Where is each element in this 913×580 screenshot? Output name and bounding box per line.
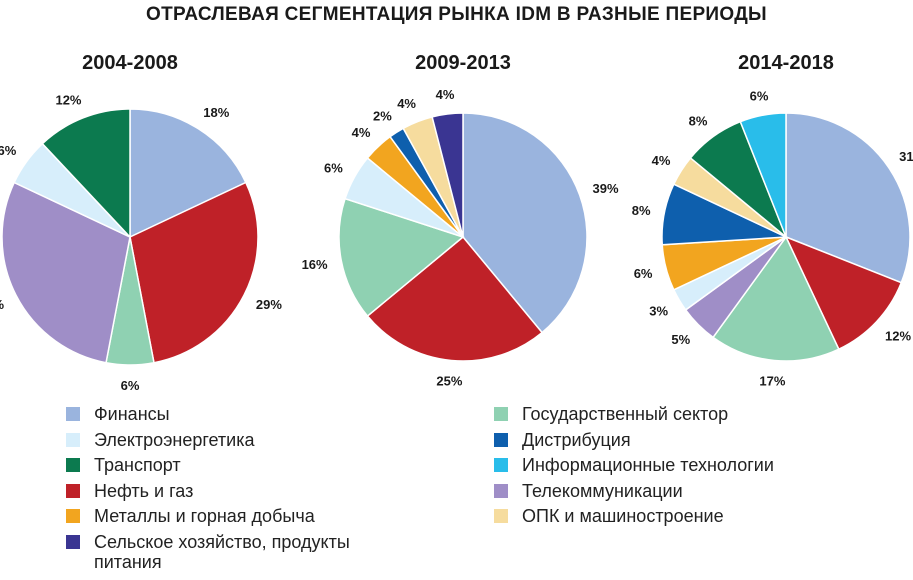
pie-chart-2-title: 2009-2013 [415,52,511,74]
legend-label: Финансы [94,404,170,424]
pie-data-label: 29% [256,297,282,312]
legend-swatch [494,432,508,447]
legend-swatch [66,534,80,549]
legend-swatch [66,407,80,421]
pie-slice-finance [129,108,247,239]
legend-swatch [494,407,508,421]
legend-label: Дистрибуция [522,429,631,450]
pie-data-label: 6% [324,161,343,176]
legend-right: Государственный сектор Дистрибуция Информа… [494,404,774,532]
legend-label: Государственный сектор [522,404,729,424]
pie-data-label: 17% [759,373,785,388]
legend-label: Сельское хозяйство, продукты питания [94,531,350,572]
pie-data-label: 16% [302,257,328,272]
pie-slice-transport [41,108,131,239]
legend-item-metals: Металлы и горная добыча [66,506,354,532]
pie-slice-oilgas [129,181,259,364]
legend-swatch [66,483,80,498]
pie-slice-finance [785,112,911,284]
pie-data-label: 29% [0,297,5,312]
legend-swatch [66,458,80,472]
pie-data-label: 6% [634,266,653,281]
pie-slice-agro [431,112,464,238]
pie-chart-3-title: 2014-2018 [738,52,834,74]
pie-chart-1: 2004-2008 18% 29% 6% 29% 6% 12% [0,52,282,393]
legend-item-distrib: Дистрибуция [494,430,774,456]
legend-item-telecom: Телекоммуникации [494,481,774,507]
pie-data-label: 2% [373,108,392,123]
pie-data-label: 12% [55,92,81,107]
pie-slice-oilgas [784,235,903,351]
pie-data-label: 6% [121,378,140,393]
legend-swatch [66,432,80,447]
pie-data-label: 4% [397,96,416,111]
pie-data-label: 39% [593,181,619,196]
pie-charts-area: 2004-2008 18% 29% 6% 29% 6% 12% 2009-2013 39% 25%… [0,52,913,393]
legend-label: Металлы и горная добыча [94,506,315,526]
pie-chart-3: 2014-2018 31% 12% 17% 5%3% 6% 8% 4% 8% 6% [632,52,913,388]
pie-slice-telecom [1,181,131,364]
legend-item-energy: Электроэнергетика [66,430,354,456]
pie-data-label: 12% [885,329,911,344]
legend-item-gov: Государственный сектор [494,404,774,430]
pie-data-label: 6% [750,89,769,104]
legend-item-defense: ОПК и машиностроение [494,506,774,532]
pie-data-label: 8% [689,114,708,129]
legend-label: ОПК и машиностроение [522,506,724,526]
legend-label: Транспорт [94,455,181,475]
legend-swatch [494,458,508,472]
pie-data-label: 4% [436,87,455,102]
legend-item-agro: Сельское хозяйство, продукты питания [66,532,354,580]
pie-data-label: 18% [203,105,229,120]
pie-chart-1-title: 2004-2008 [82,52,178,74]
legend-swatch [494,483,508,498]
legend-item-finance: Финансы [66,404,354,430]
pie-data-label: 25% [436,373,462,388]
pie-data-label: 6% [0,143,17,158]
legend-swatch [494,509,508,523]
pie-slice-gov [712,235,840,362]
pie-data-label: 8% [632,203,651,218]
pie-slice-it [739,112,787,238]
legend-item-transport: Транспорт [66,455,354,481]
pie-data-label: 31% [899,149,913,164]
pie-data-label: 4% [652,153,671,168]
legend-swatch [66,509,80,523]
chart-main-title: ОТРАСЛЕВАЯ СЕГМЕНТАЦИЯ РЫНКА IDM В РАЗНЫ… [146,4,767,25]
legend-label: Информационные технологии [522,455,774,475]
pie-slice-gov [338,197,465,318]
legend-label: Нефть и газ [94,480,194,501]
pie-data-label: 3% [649,303,668,318]
legend-item-it: Информационные технологии [494,455,774,481]
legend-label: Телекоммуникации [522,480,683,501]
legend-item-oilgas: Нефть и газ [66,481,354,507]
pie-data-label: 4% [352,125,371,140]
legend-label: Электроэнергетика [94,429,255,450]
legend-left: Финансы Электроэнергетика Транспорт Нефть и… [66,404,354,580]
pie-slice-oilgas [366,235,544,362]
pie-slice-finance [462,112,588,334]
pie-data-label: 5% [671,332,690,347]
